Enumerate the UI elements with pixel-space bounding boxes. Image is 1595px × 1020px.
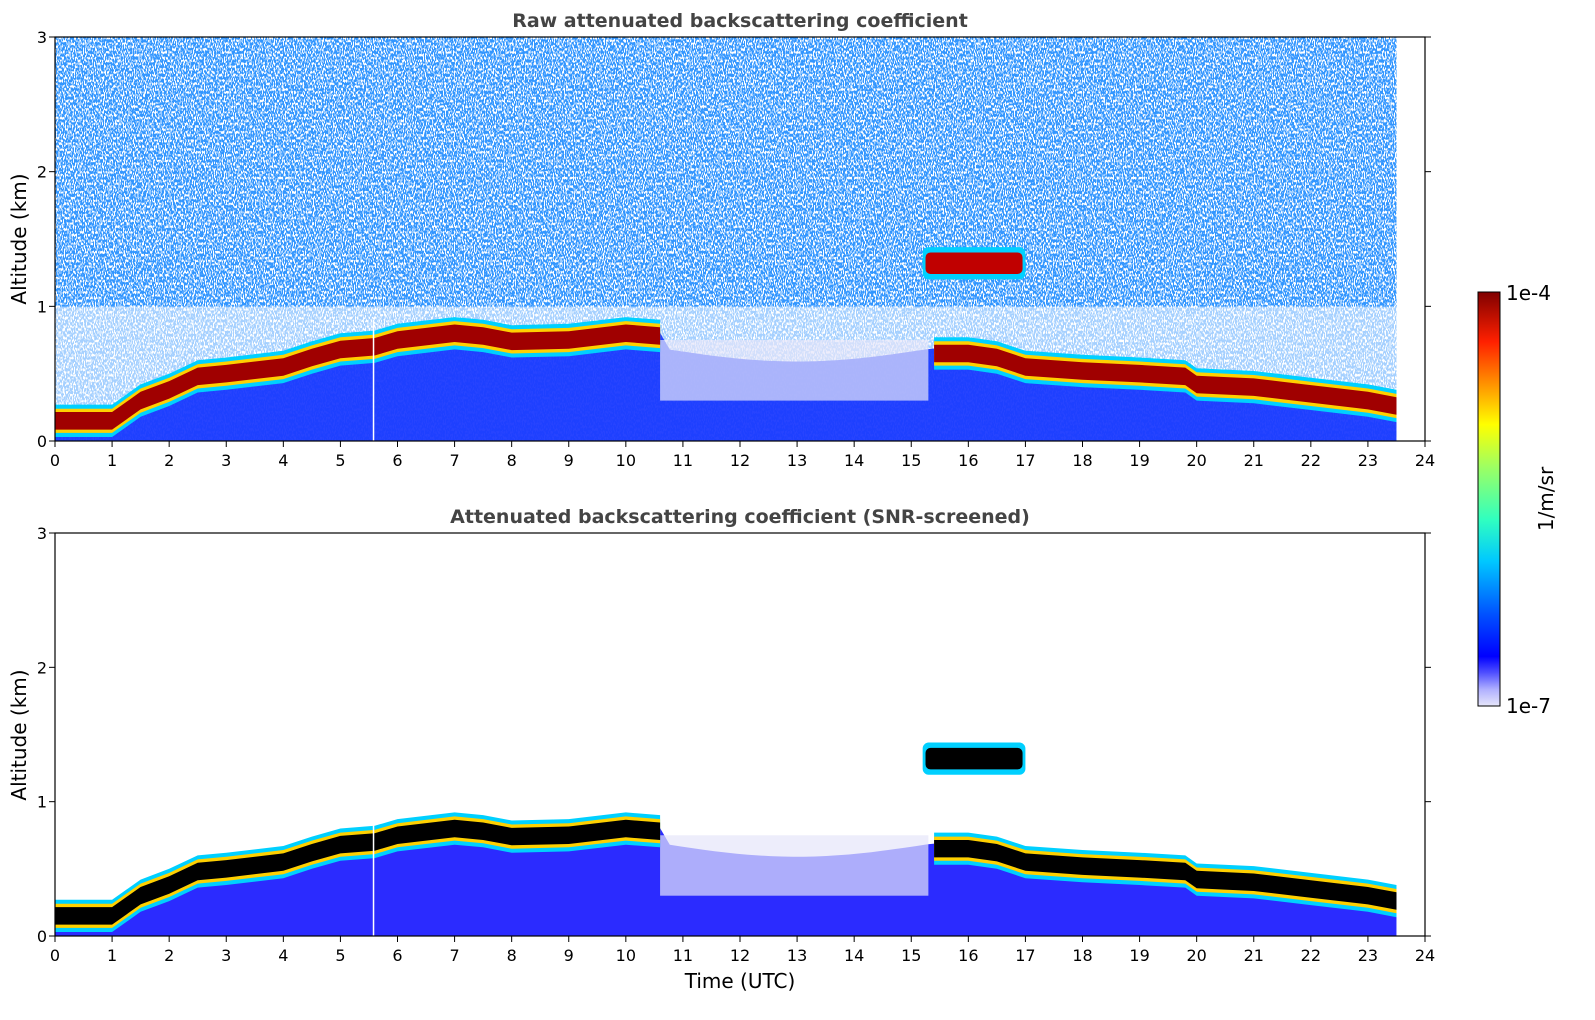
- x-tick-label: 16: [958, 451, 978, 470]
- x-tick-label: 23: [1358, 946, 1378, 965]
- x-tick-label: 1: [107, 451, 117, 470]
- noise-field-upper: [55, 37, 1397, 307]
- y-tick-label: 1: [37, 297, 47, 316]
- x-tick-label: 4: [278, 946, 288, 965]
- x-tick-label: 17: [1015, 451, 1035, 470]
- x-tick-label: 14: [844, 451, 864, 470]
- boundary-layer-band: [55, 324, 661, 430]
- x-tick-label: 15: [901, 946, 921, 965]
- x-tick-label: 13: [787, 946, 807, 965]
- snr-screened-panel: 0 1 2 3 4 5 6 7 8 9 10 11 12 13 14 15 16 17 18 19 20 21 22 23 24…: [37, 524, 1435, 965]
- y-tick-label: 3: [37, 28, 47, 47]
- x-tick-label: 7: [449, 451, 459, 470]
- x-tick-label: 18: [1072, 451, 1092, 470]
- bottom-chart-title: Attenuated backscattering coefficient (S…: [450, 506, 1030, 528]
- y-tick-label: 3: [37, 524, 47, 543]
- colorbar-units-label: 1/m/sr: [1534, 466, 1558, 531]
- x-tick-label: 12: [730, 451, 750, 470]
- colorbar-gradient: [1477, 291, 1501, 707]
- top-chart-title: Raw attenuated backscattering coefficien…: [512, 10, 968, 32]
- x-tick-label: 1: [107, 946, 117, 965]
- x-tick-label: 9: [564, 451, 574, 470]
- x-tick-label: 11: [673, 451, 693, 470]
- colorbar-min-label: 1e-7: [1506, 694, 1551, 718]
- x-tick-label: 8: [507, 451, 517, 470]
- x-tick-label: 0: [50, 451, 60, 470]
- y-tick-label: 2: [37, 163, 47, 182]
- x-tick-label: 2: [164, 946, 174, 965]
- x-tick-label: 10: [616, 451, 636, 470]
- x-tick-label: 9: [564, 946, 574, 965]
- cloud: [925, 747, 1023, 770]
- x-tick-label: 19: [1129, 946, 1149, 965]
- x-tick-label: 6: [392, 946, 402, 965]
- midday-sparse-region: [660, 835, 929, 896]
- x-tick-label: 3: [221, 946, 231, 965]
- x-tick-label: 24: [1415, 451, 1435, 470]
- x-tick-label: 16: [958, 946, 978, 965]
- x-tick-label: 20: [1186, 946, 1206, 965]
- x-tick-label: 14: [844, 946, 864, 965]
- boundary-layer-band: [55, 819, 661, 925]
- x-tick-label: 7: [449, 946, 459, 965]
- x-tick-label: 22: [1301, 946, 1321, 965]
- cloud: [925, 252, 1023, 275]
- y-tick-label: 0: [37, 927, 47, 946]
- top-y-axis-label: Altitude (km): [7, 173, 31, 304]
- x-tick-label: 8: [507, 946, 517, 965]
- evening-layer-band: [934, 840, 1397, 910]
- x-tick-label: 5: [335, 946, 345, 965]
- y-tick-label: 1: [37, 793, 47, 812]
- x-tick-label: 24: [1415, 946, 1435, 965]
- x-tick-label: 11: [673, 946, 693, 965]
- x-tick-label: 15: [901, 451, 921, 470]
- x-tick-label: 13: [787, 451, 807, 470]
- x-tick-label: 22: [1301, 451, 1321, 470]
- x-tick-label: 21: [1244, 946, 1264, 965]
- evening-layer-band: [934, 344, 1397, 415]
- x-tick-label: 19: [1129, 451, 1149, 470]
- x-tick-label: 2: [164, 451, 174, 470]
- colorbar-max-label: 1e-4: [1506, 281, 1551, 305]
- x-tick-label: 5: [335, 451, 345, 470]
- y-tick-label: 2: [37, 658, 47, 677]
- raw-backscatter-panel: 0 1 2 3 4 5 6 7 8 9 10 11 12 13 14 15 16 17 18 19 20 21 22 23 24…: [37, 28, 1435, 470]
- x-axis-label: Time (UTC): [684, 969, 796, 993]
- y-tick-label: 0: [37, 432, 47, 451]
- midday-sparse-region: [660, 340, 929, 401]
- x-tick-label: 17: [1015, 946, 1035, 965]
- x-tick-label: 6: [392, 451, 402, 470]
- x-tick-label: 4: [278, 451, 288, 470]
- x-tick-label: 0: [50, 946, 60, 965]
- x-tick-label: 21: [1244, 451, 1264, 470]
- x-tick-label: 18: [1072, 946, 1092, 965]
- x-tick-label: 20: [1186, 451, 1206, 470]
- colorbar: 1e-4 1e-7 1/m/sr: [1477, 281, 1558, 718]
- x-tick-label: 10: [616, 946, 636, 965]
- bottom-y-axis-label: Altitude (km): [7, 669, 31, 800]
- x-tick-label: 3: [221, 451, 231, 470]
- x-tick-label: 12: [730, 946, 750, 965]
- x-tick-label: 23: [1358, 451, 1378, 470]
